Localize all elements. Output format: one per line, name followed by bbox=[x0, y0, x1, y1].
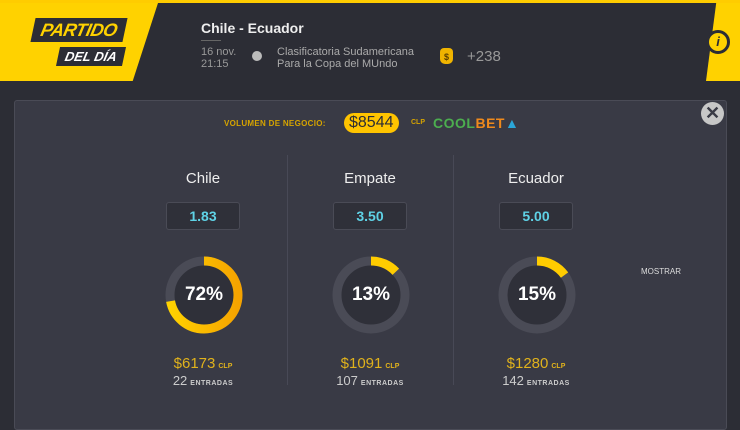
percentage-donut bbox=[498, 256, 576, 334]
entries-count: 142 bbox=[502, 373, 524, 388]
outcome-name: Chile bbox=[185, 170, 221, 187]
percentage-donut bbox=[332, 256, 410, 334]
column-divider bbox=[453, 155, 454, 385]
entries-label: ENTRADAS bbox=[360, 380, 404, 387]
entries: 107 ENTRADAS bbox=[287, 373, 453, 388]
volume-amount: $8544 bbox=[344, 113, 399, 133]
donut-fill bbox=[165, 256, 243, 334]
soccer-ball-icon bbox=[252, 51, 262, 61]
info-button[interactable]: i bbox=[706, 30, 730, 54]
outcome-name: Ecuador bbox=[508, 170, 564, 187]
outcome-empate: Empate 3.50 13% $1091 CLP 107 ENTRADAS bbox=[287, 155, 453, 388]
match-of-day-banner bbox=[0, 3, 158, 81]
competition-name: Clasificatoria Sudamericana bbox=[277, 46, 414, 58]
bets-count: +238 bbox=[467, 48, 501, 65]
amount-value: $6173 bbox=[173, 355, 216, 372]
match-date: 16 nov. bbox=[201, 46, 237, 58]
percentage-label: 15% bbox=[517, 284, 557, 305]
badge-partido: PARTIDO bbox=[30, 18, 128, 42]
amount-currency: CLP bbox=[551, 363, 566, 370]
outcome-ecuador: Ecuador 5.00 15% $1280 CLP 142 ENTRADAS bbox=[453, 155, 619, 388]
entries: 142 ENTRADAS bbox=[453, 373, 619, 388]
competition-subtitle: Para la Copa del MUndo bbox=[277, 58, 398, 70]
percentage-label: 72% bbox=[184, 284, 224, 305]
bet-amount: $1280 CLP bbox=[453, 355, 619, 372]
entries-label: ENTRADAS bbox=[190, 380, 234, 387]
entries-label: ENTRADAS bbox=[526, 380, 570, 387]
outcome-name: Empate bbox=[344, 170, 396, 187]
badge-del-dia: DEL DÍA bbox=[55, 47, 127, 66]
donut-fill bbox=[498, 256, 576, 334]
match-header: PARTIDO DEL DÍA Chile - Ecuador 16 nov. 2… bbox=[0, 0, 740, 88]
show-more-button[interactable]: MOSTRAR bbox=[641, 267, 681, 276]
volume-label: VOLUMEN DE NEGOCIO: bbox=[224, 119, 326, 128]
entries-count: 22 bbox=[172, 373, 188, 388]
column-divider bbox=[287, 155, 288, 385]
entries-count: 107 bbox=[336, 373, 358, 388]
percentage-donut bbox=[165, 256, 243, 334]
amount-currency: CLP bbox=[385, 363, 400, 370]
volume-currency: CLP bbox=[411, 119, 425, 126]
amount-value: $1091 bbox=[340, 355, 383, 372]
percentage-label: 13% bbox=[351, 284, 391, 305]
odds-button[interactable]: 5.00 bbox=[499, 202, 573, 230]
amount-value: $1280 bbox=[506, 355, 549, 372]
bet-amount: $6173 CLP bbox=[120, 355, 286, 372]
money-bag-icon: $ bbox=[440, 48, 453, 64]
divider bbox=[201, 40, 221, 41]
match-title: Chile - Ecuador bbox=[201, 20, 304, 36]
competition: Clasificatoria Sudamericana Para la Copa … bbox=[277, 46, 414, 70]
entries: 22 ENTRADAS bbox=[120, 373, 286, 388]
match-time: 21:15 bbox=[201, 58, 229, 70]
donut-fill bbox=[332, 256, 410, 334]
bet-amount: $1091 CLP bbox=[287, 355, 453, 372]
odds-button[interactable]: 3.50 bbox=[333, 202, 407, 230]
outcome-chile: Chile 1.83 72% $6173 CLP 22 ENTRADAS bbox=[120, 155, 286, 388]
amount-currency: CLP bbox=[218, 363, 233, 370]
coolbet-logo: COOLBET▲ bbox=[433, 115, 520, 131]
odds-button[interactable]: 1.83 bbox=[166, 202, 240, 230]
match-datetime: 16 nov. 21:15 bbox=[201, 46, 236, 70]
close-button[interactable]: ✕ bbox=[701, 102, 724, 125]
